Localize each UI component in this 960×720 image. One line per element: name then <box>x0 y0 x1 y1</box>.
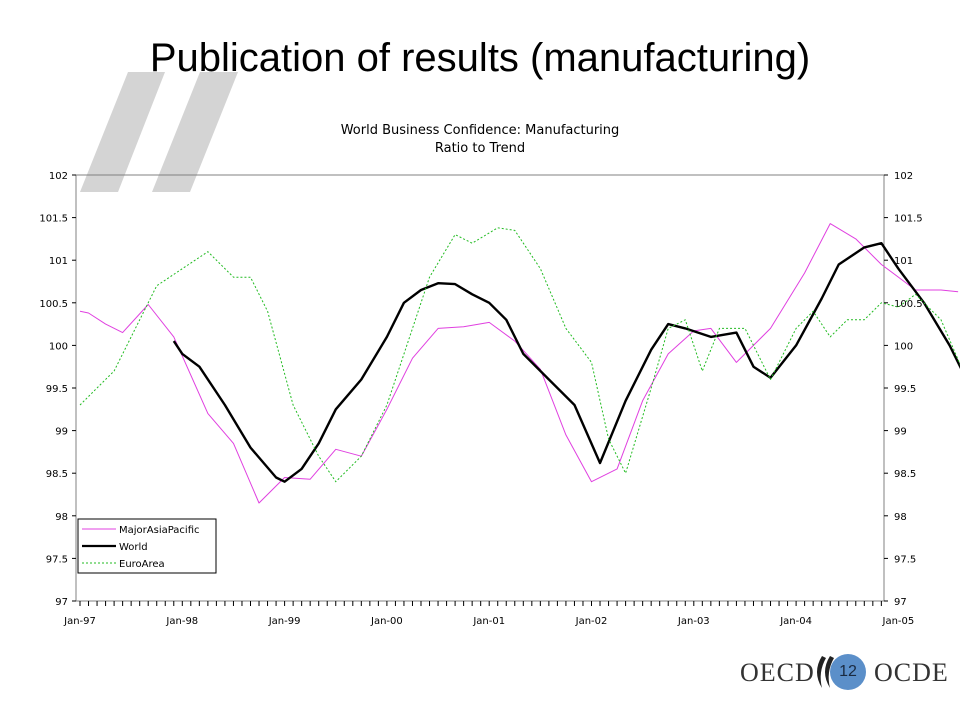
y-tick-label-left: 97.5 <box>46 554 68 565</box>
y-tick-label-right: 97.5 <box>894 554 916 565</box>
x-tick-label: Jan-98 <box>165 616 198 627</box>
x-tick-label: Jan-02 <box>575 616 608 627</box>
y-tick-label-left: 100 <box>49 341 68 352</box>
y-tick-label-left: 101.5 <box>39 214 68 225</box>
slide-title: Publication of results (manufacturing) <box>149 36 811 80</box>
y-tick-label-right: 98 <box>894 512 907 523</box>
y-tick-label-right: 97 <box>894 597 907 608</box>
y-tick-label-left: 102 <box>49 171 68 182</box>
y-tick-label-left: 98.5 <box>46 469 68 480</box>
series-line-majorasiapacific <box>79 223 959 504</box>
y-tick-label-right: 100.5 <box>894 299 923 310</box>
y-tick-label-left: 101 <box>49 256 68 267</box>
y-tick-label-right: 100 <box>894 341 913 352</box>
chart-legend: MajorAsiaPacific World EuroArea <box>77 518 217 574</box>
legend-label-euroarea: EuroArea <box>119 559 165 570</box>
x-tick-label: Jan-97 <box>63 616 96 627</box>
y-tick-label-left: 100.5 <box>39 299 68 310</box>
y-tick-label-left: 98 <box>55 512 68 523</box>
y-tick-label-right: 102 <box>894 171 913 182</box>
logo-swoosh-icon <box>817 656 834 688</box>
page-number-badge: 12 <box>830 654 866 690</box>
chart-subtitle: Ratio to Trend <box>435 141 525 156</box>
oecd-logo: OECD 12 OCDE <box>740 652 948 692</box>
chart-title: World Business Confidence: Manufacturing <box>341 123 620 138</box>
y-tick-label-right: 98.5 <box>894 469 916 480</box>
logo-text-oecd: OECD <box>740 658 815 687</box>
y-tick-label-left: 99 <box>55 427 68 438</box>
y-tick-label-left: 99.5 <box>46 384 68 395</box>
y-tick-label-right: 101 <box>894 256 913 267</box>
x-tick-label: Jan-04 <box>779 616 812 627</box>
y-tick-label-left: 97 <box>55 597 68 608</box>
x-tick-label: Jan-03 <box>677 616 710 627</box>
x-tick-label: Jan-99 <box>268 616 301 627</box>
x-tick-label: Jan-05 <box>882 616 915 627</box>
series-line-euroarea <box>79 227 960 483</box>
x-tick-label: Jan-01 <box>472 616 505 627</box>
quote-mark-graphic <box>80 72 238 192</box>
legend-label-majorasiapacific: MajorAsiaPacific <box>119 525 200 536</box>
logo-text-ocde: OCDE <box>874 658 949 687</box>
x-tick-label: Jan-00 <box>370 616 403 627</box>
series-line-world <box>172 241 960 483</box>
y-tick-label-right: 99 <box>894 427 907 438</box>
y-tick-label-right: 99.5 <box>894 384 916 395</box>
y-tick-label-right: 101.5 <box>894 214 923 225</box>
legend-label-world: World <box>119 542 148 553</box>
